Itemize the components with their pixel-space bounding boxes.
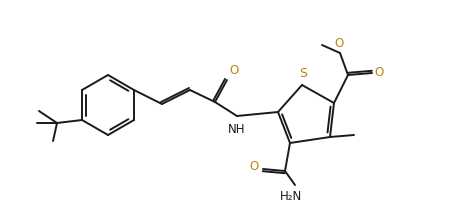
Text: NH: NH [228, 123, 245, 136]
Text: O: O [334, 37, 343, 50]
Text: S: S [299, 67, 306, 80]
Text: O: O [373, 66, 382, 79]
Text: O: O [249, 161, 258, 173]
Text: O: O [229, 64, 238, 77]
Text: H₂N: H₂N [279, 190, 301, 203]
